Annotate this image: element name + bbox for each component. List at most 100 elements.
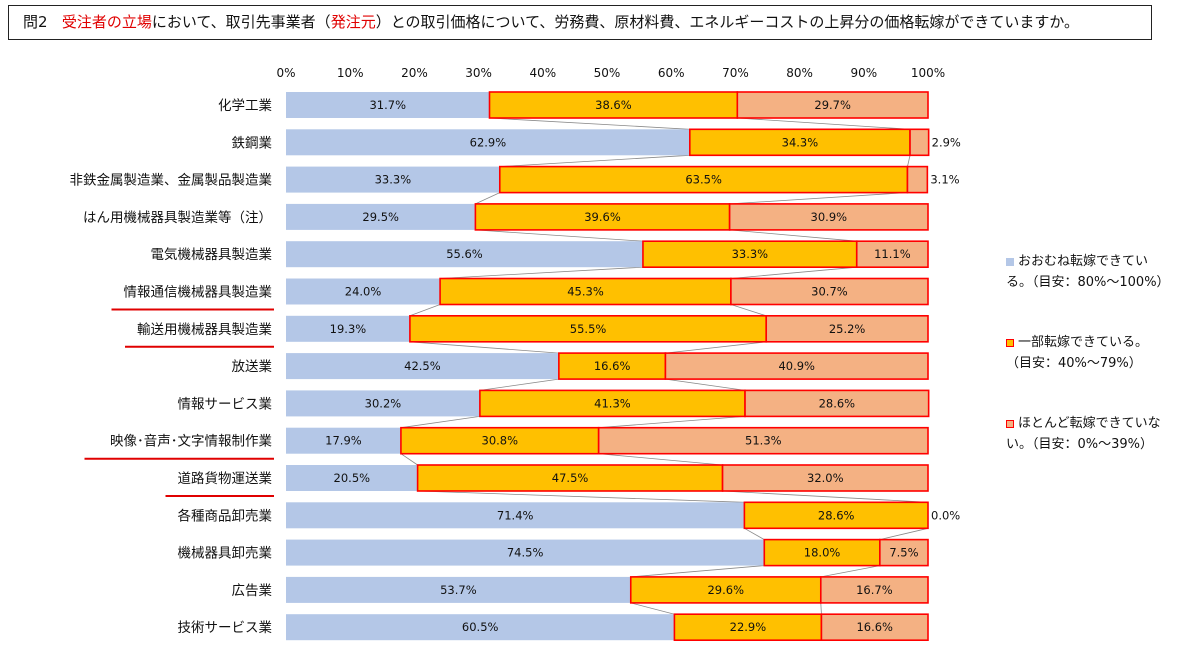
data-label-none: 30.7% xyxy=(811,285,848,299)
data-label-partial: 55.5% xyxy=(570,322,607,336)
data-label-none: 11.1% xyxy=(874,247,911,261)
category-label: 情報通信機械器具製造業 xyxy=(124,285,273,301)
connector-line xyxy=(820,565,880,578)
data-label-none: 16.7% xyxy=(856,583,893,597)
bar-partial xyxy=(409,314,768,343)
x-tick-label: 0% xyxy=(276,66,295,80)
legend-none-line2: い。（目安：0%～39%） xyxy=(1006,436,1154,452)
data-label-full: 71.4% xyxy=(497,508,534,522)
bar-none xyxy=(855,240,929,268)
bar-none xyxy=(744,389,930,418)
connector-line xyxy=(737,117,911,130)
bar-partial xyxy=(689,128,911,157)
connector-line xyxy=(879,527,929,540)
bar-none xyxy=(820,613,929,642)
connector-line xyxy=(479,378,559,391)
connector-line xyxy=(729,229,857,242)
bar-none xyxy=(721,464,929,492)
bar-partial xyxy=(743,501,929,530)
data-label-partial: 63.5% xyxy=(685,173,722,187)
data-label-partial: 16.6% xyxy=(594,359,631,373)
connector-line xyxy=(722,490,929,503)
data-label-none: 40.9% xyxy=(778,359,815,373)
data-label-none: 3.1% xyxy=(930,173,959,187)
bar-full xyxy=(286,166,500,193)
connector-line xyxy=(744,527,765,540)
bar-none xyxy=(906,165,929,194)
category-label: 道路貨物運送業 xyxy=(178,470,273,487)
data-label-full: 31.7% xyxy=(369,98,406,112)
connector-line xyxy=(475,229,643,242)
data-label-partial: 18.0% xyxy=(804,546,841,560)
x-tick-label: 40% xyxy=(529,66,556,80)
data-label-full: 33.3% xyxy=(375,173,412,187)
bar-partial xyxy=(629,576,822,604)
connector-line xyxy=(729,192,908,205)
data-label-full: 55.6% xyxy=(446,247,483,261)
data-label-partial: 45.3% xyxy=(567,285,604,299)
data-label-full: 53.7% xyxy=(440,583,477,597)
data-label-full: 42.5% xyxy=(404,359,441,373)
legend-partial-line2: （目安：40%～79%） xyxy=(1006,355,1142,371)
bar-full xyxy=(286,353,559,380)
connector-line xyxy=(598,453,723,466)
data-label-partial: 29.6% xyxy=(707,583,744,597)
question-text-2: ）との取引価格について、労務費、原材料費、エネルギーコストの上昇分の価格転嫁がで… xyxy=(375,13,1080,31)
category-label: 化学工業 xyxy=(218,98,272,114)
legend-full-line1: おおむね転嫁できてい xyxy=(1018,254,1149,269)
category-label: 放送業 xyxy=(232,359,273,375)
connector-line xyxy=(730,304,767,317)
category-label: 鉄鋼業 xyxy=(232,135,273,151)
data-label-none: 7.5% xyxy=(889,546,918,560)
x-tick-label: 10% xyxy=(337,66,364,80)
connector-line xyxy=(440,266,643,279)
data-label-partial: 30.8% xyxy=(482,434,519,448)
data-label-full: 19.3% xyxy=(330,322,367,336)
category-label: 技術サービス業 xyxy=(178,620,273,636)
category-label: 機械器具卸売業 xyxy=(178,546,273,562)
category-label: 非鉄金属製造業、金属製品製造業 xyxy=(70,173,273,189)
data-label-full: 29.5% xyxy=(362,210,399,224)
connector-line xyxy=(409,304,441,317)
bar-none xyxy=(736,91,929,119)
legend-item-full: おおむね転嫁できてい る。（目安：80%～100%） xyxy=(1006,252,1196,293)
bar-none xyxy=(879,538,929,567)
data-label-full: 60.5% xyxy=(462,620,499,634)
data-label-partial: 41.3% xyxy=(594,396,631,410)
legend-partial-line1: 一部転嫁できている。 xyxy=(1018,335,1149,350)
bar-partial xyxy=(642,240,858,268)
connector-line xyxy=(630,565,765,578)
bar-full xyxy=(286,203,476,230)
data-label-partial: 33.3% xyxy=(732,247,769,261)
bar-partial xyxy=(488,91,739,119)
bar-none xyxy=(765,314,929,343)
data-label-partial: 47.5% xyxy=(552,471,589,485)
connector-line xyxy=(417,490,745,503)
bar-none xyxy=(664,352,929,380)
data-label-partial: 38.6% xyxy=(595,98,632,112)
data-label-full: 20.5% xyxy=(334,471,371,485)
question-text-1: において、取引先事業者（ xyxy=(151,13,331,31)
category-label: 各種商品卸売業 xyxy=(178,508,273,524)
x-tick-label: 90% xyxy=(850,66,877,80)
connector-line xyxy=(400,453,418,466)
legend-none-line1: ほとんど転嫁できていな xyxy=(1018,416,1161,431)
question-emphasis-receiver: 受注者の立場 xyxy=(61,13,152,31)
bar-partial xyxy=(439,277,732,306)
x-tick-label: 80% xyxy=(786,66,813,80)
data-label-none: 32.0% xyxy=(807,471,844,485)
data-label-none: 29.7% xyxy=(814,98,851,112)
data-label-none: 30.9% xyxy=(811,210,848,224)
connector-line xyxy=(598,416,746,429)
bar-full xyxy=(286,315,410,342)
data-label-none: 25.2% xyxy=(829,322,866,336)
legend-full-line2: る。（目安：80%～100%） xyxy=(1006,274,1170,290)
connector-line xyxy=(665,378,746,391)
legend-swatch-full xyxy=(1006,258,1014,266)
connector-line xyxy=(630,602,675,615)
data-label-none: 2.9% xyxy=(932,135,961,149)
bar-none xyxy=(819,576,929,604)
x-tick-label: 100% xyxy=(911,66,945,80)
bar-full xyxy=(286,576,631,603)
